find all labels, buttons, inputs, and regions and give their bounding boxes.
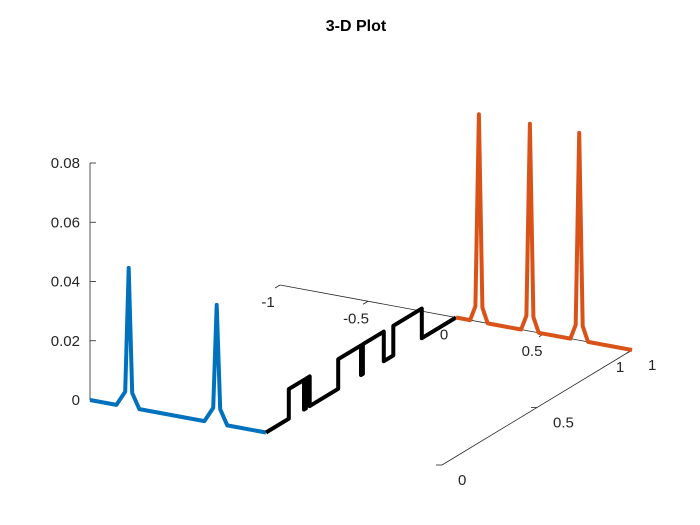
z-tick-label: 0 <box>72 392 80 409</box>
y-tick-label: 0 <box>458 472 466 489</box>
x-tick-mark <box>274 284 281 289</box>
chart-title: 3-D Plot <box>326 18 387 35</box>
x-tick-mark <box>362 300 369 305</box>
y-tick-label: 1 <box>648 357 656 374</box>
series-line-1 <box>89 265 267 435</box>
series-line-2 <box>264 306 458 435</box>
z-tick-label: 0.02 <box>51 333 80 350</box>
axes: -1 -0.5 0 0.5 1 0 0.5 1 0 0.02 0.04 0.06 0.08 <box>51 155 657 489</box>
x-tick-label: -0.5 <box>343 310 369 327</box>
z-tick-label: 0.04 <box>51 274 80 291</box>
plot-lines <box>89 112 633 435</box>
y-tick-label: 0.5 <box>553 415 574 432</box>
series-line-3 <box>455 112 633 352</box>
z-tick-label: 0.06 <box>51 214 80 231</box>
x-tick-label: 0 <box>440 327 448 344</box>
x-tick-label: -1 <box>261 294 274 311</box>
x-tick-label: 1 <box>616 359 624 376</box>
x-tick-label: 0.5 <box>522 343 543 360</box>
z-tick-label: 0.08 <box>51 155 80 172</box>
